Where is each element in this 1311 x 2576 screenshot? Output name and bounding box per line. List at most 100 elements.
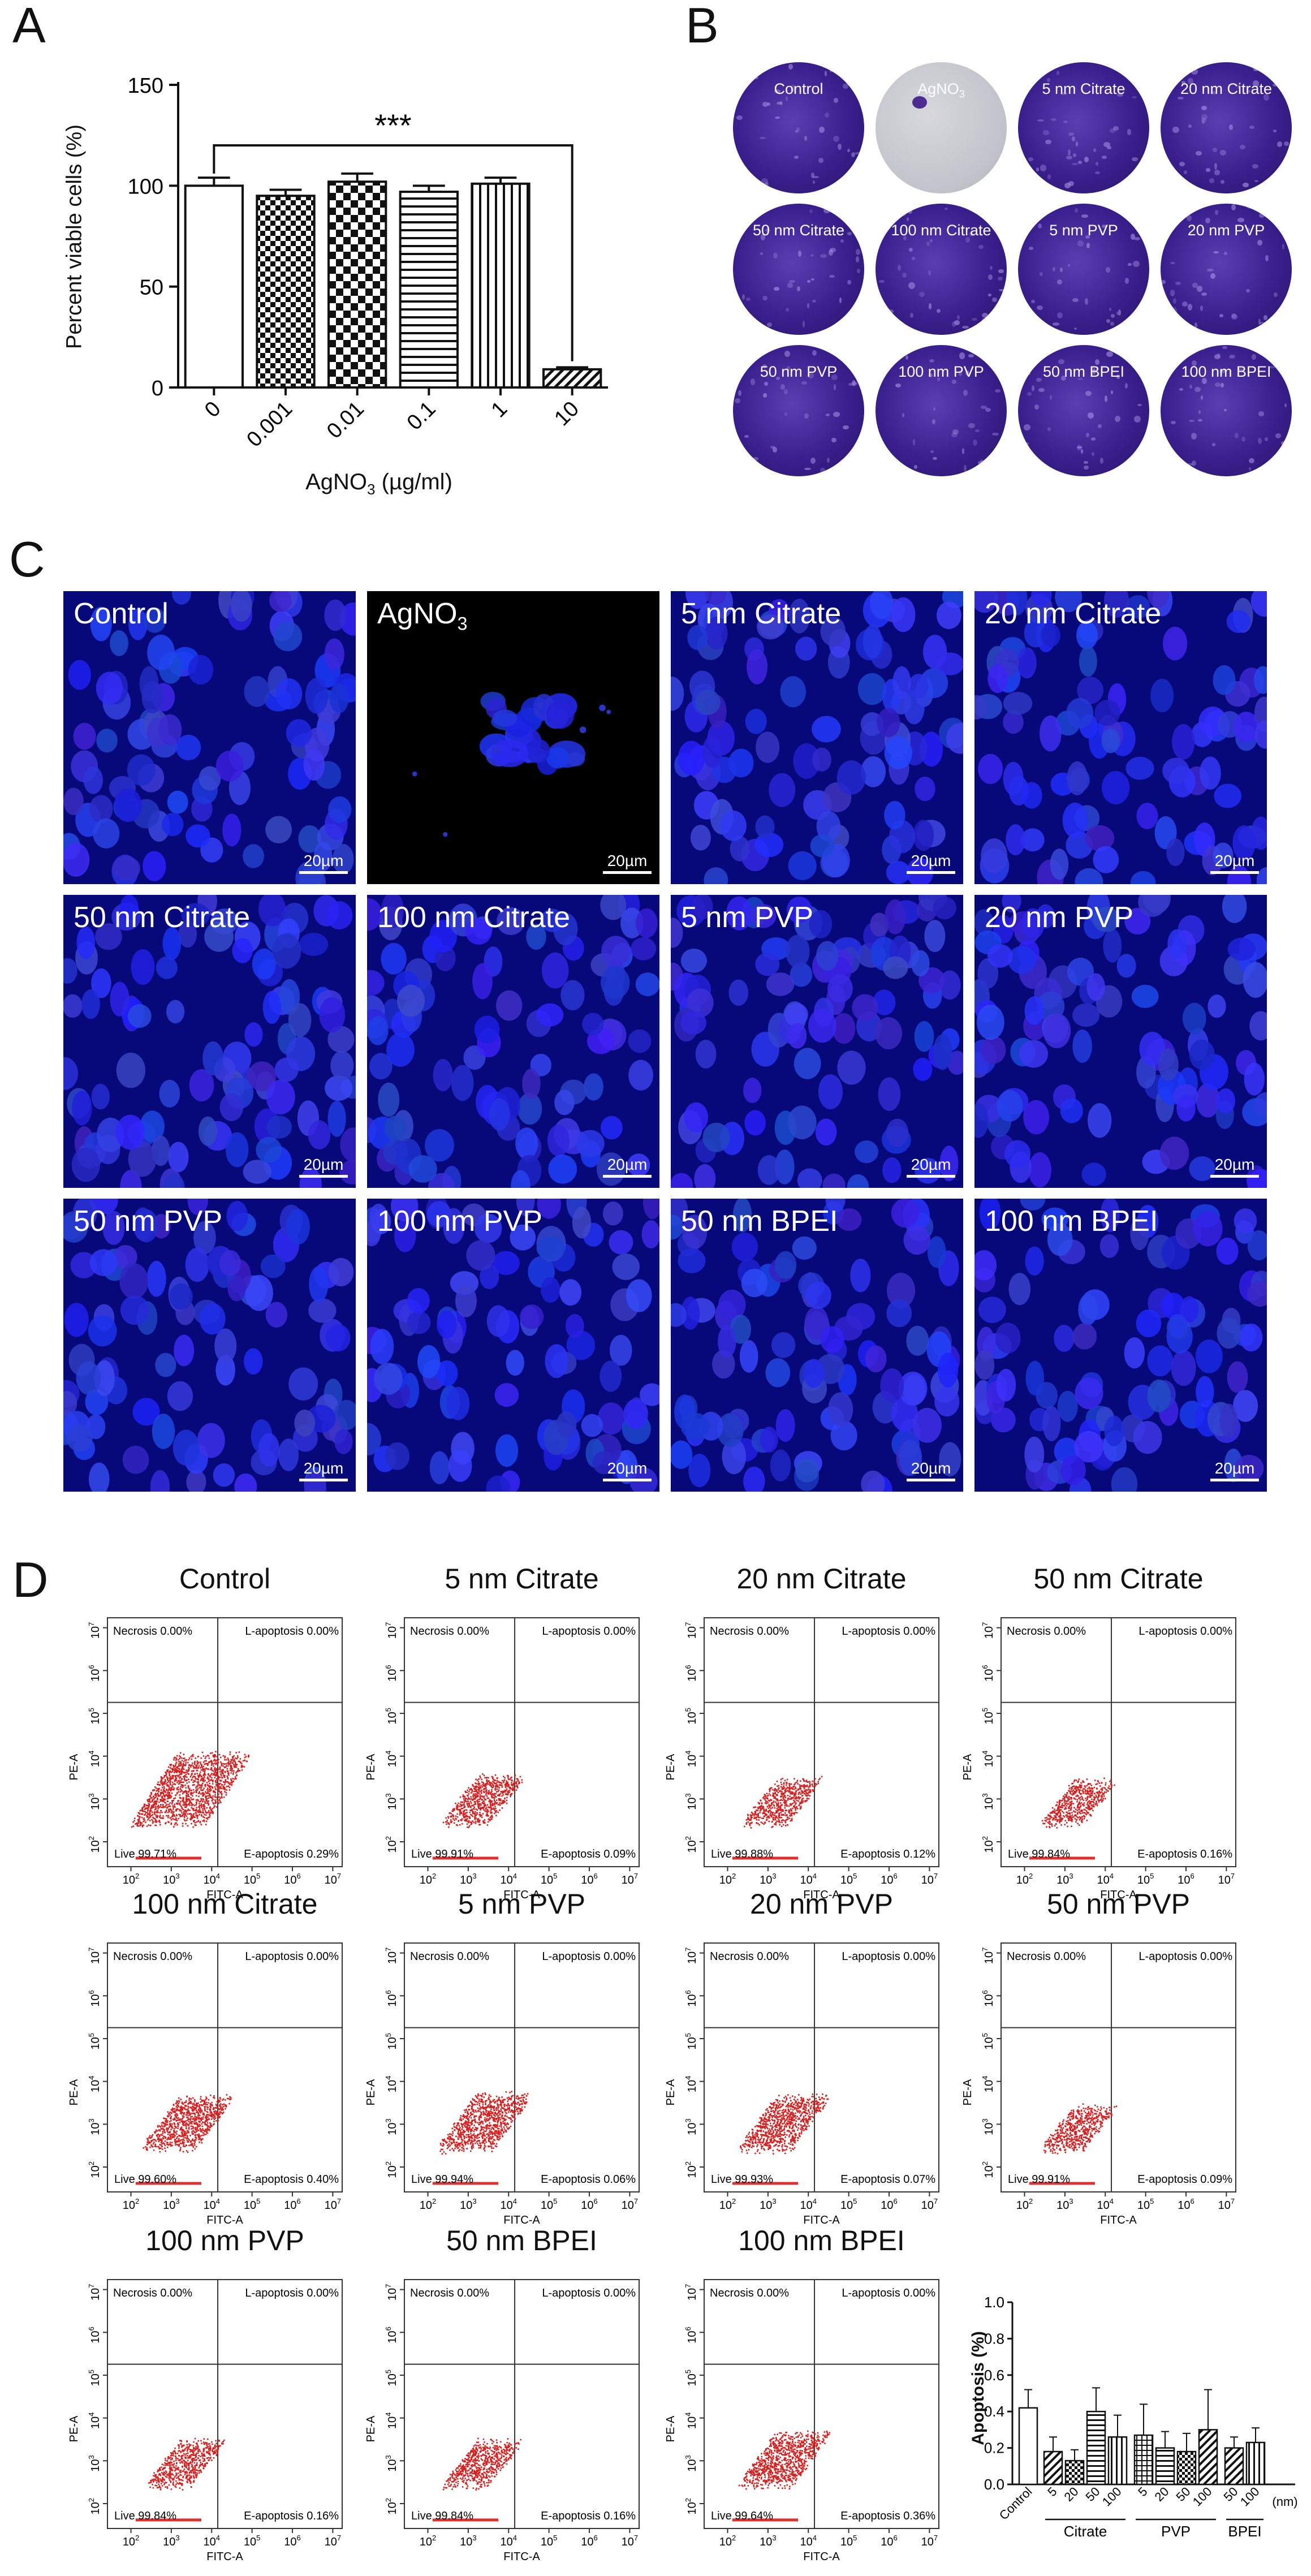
nucleus [1104,1415,1124,1446]
event-dot [211,1769,213,1772]
event-dot [457,1805,459,1807]
event-dot [222,1773,224,1774]
event-dot [214,1774,216,1776]
event-dot [467,1818,468,1820]
speckle [760,252,764,255]
nucleus [671,1214,684,1240]
event-dot [814,1778,816,1780]
speckle [804,413,809,419]
x-tick-exp: 5 [256,1872,260,1880]
nucleus [1072,1323,1097,1350]
event-dot [468,1820,470,1822]
event-dot [1046,1819,1048,1820]
event-dot [179,1803,180,1805]
event-dot [754,1806,757,1808]
nucleus [1020,1199,1046,1211]
event-dot [187,1770,189,1772]
nucleus [141,681,163,714]
event-dot [475,1782,476,1784]
event-dot [496,1785,498,1787]
event-dot [200,1769,202,1771]
event-dot [805,1789,807,1791]
event-dot [514,1780,515,1782]
speckle [1086,433,1089,438]
nucleus [1075,1377,1103,1410]
event-dot [450,1812,452,1815]
nucleus [324,638,344,671]
event-dot [502,1800,504,1802]
event-dot [486,1811,489,1813]
event-dot [208,1761,210,1763]
y-tick-label: 105 [384,1708,399,1724]
event-dot [197,1763,199,1765]
event-dot [202,1782,204,1785]
nucleus [1167,1314,1188,1338]
speckle [1106,319,1110,323]
speckle [929,239,933,242]
speckle [847,279,852,285]
event-dot [197,1767,200,1769]
event-dot [794,1793,796,1795]
event-dot [463,1816,465,1819]
speckle [1265,255,1269,262]
event-dot [181,1781,183,1784]
event-dot [226,1765,227,1767]
nucleus [891,597,916,632]
event-dot [193,1784,195,1786]
event-dot [210,1789,212,1791]
event-dot [197,1810,199,1812]
event-dot [223,1796,225,1798]
event-dot [171,1777,172,1780]
event-dot [776,1780,778,1782]
speckle [1050,118,1056,121]
nuclei-layer [63,591,356,884]
event-dot [207,1776,209,1778]
event-dot [798,1798,800,1800]
speckle [807,303,810,309]
event-dot [170,1776,172,1778]
culture-dish: 5 nm PVP [1018,204,1149,335]
event-dot [779,1809,782,1811]
x-label-text: AgNO [305,469,368,494]
speckle [745,358,749,365]
event-dot [193,1763,196,1765]
event-dot [149,1811,151,1812]
event-dot [778,1787,780,1789]
event-dot [793,1812,795,1814]
event-dot [200,1767,201,1769]
event-dot [788,1791,790,1793]
event-dot [178,1817,180,1820]
event-dot [165,1774,167,1777]
event-dot [504,1801,506,1803]
event-dot [162,1817,165,1819]
event-dot [483,1800,485,1802]
event-dot [157,1797,158,1799]
event-dot [521,1779,523,1781]
event-dot [214,1760,217,1762]
event-dot [506,1788,508,1790]
speckle [1092,368,1096,375]
nucleus [903,690,925,725]
event-dot [206,1787,209,1789]
event-dot [202,1774,205,1777]
event-dot [155,1807,157,1809]
speckle [840,239,844,243]
event-dot [242,1765,244,1767]
event-dot [765,1814,767,1816]
event-dot [459,1803,462,1805]
event-dot [771,1821,773,1823]
event-dot [770,1787,773,1789]
speckle [1214,210,1219,216]
event-dot [512,1785,514,1787]
event-dot [804,1800,806,1803]
event-dot [224,1766,226,1768]
event-dot [163,1782,166,1784]
nucleus [808,1009,836,1043]
event-dot [176,1815,178,1817]
live-label: Live 99.71% [114,1848,176,1860]
event-dot [218,1793,219,1795]
nucleus [974,909,994,936]
event-dot [506,1781,508,1784]
event-dot [1054,1815,1056,1817]
event-dot [775,1798,777,1800]
